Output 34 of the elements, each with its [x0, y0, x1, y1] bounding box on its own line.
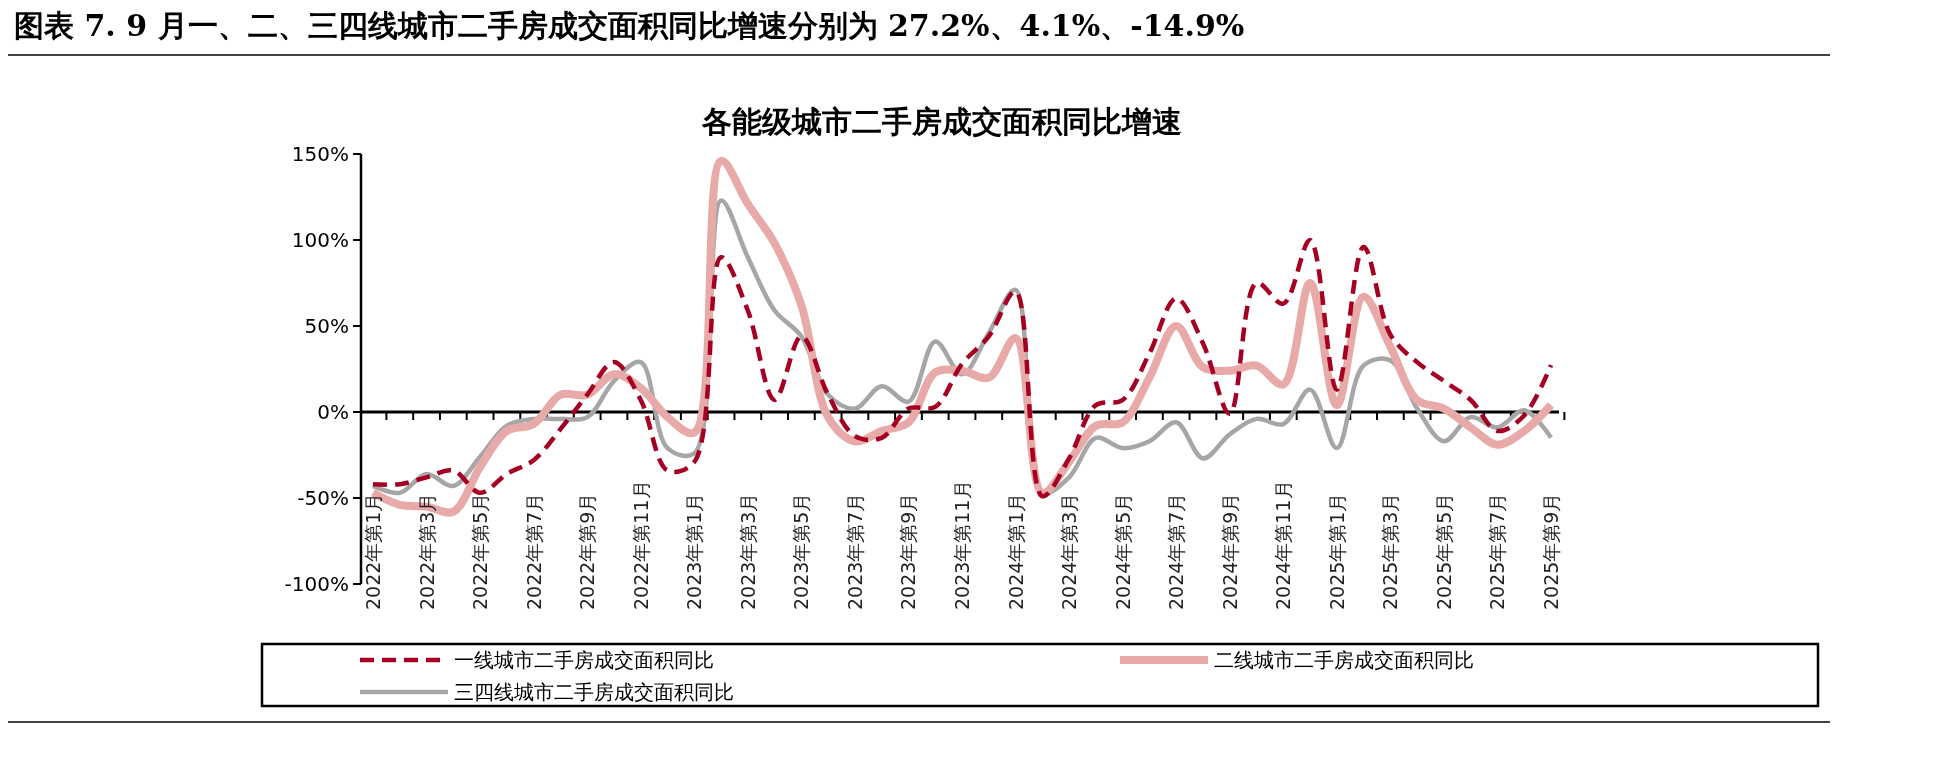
x-tick-label: 2022年第3月 [415, 492, 438, 610]
chart-title: 图表 7. 9 月一、二、三四线城市二手房成交面积同比增速分别为 27.2%、4.1%、-14.9% [14, 8, 1245, 43]
x-tick-label: 2023年第11月 [951, 480, 973, 610]
x-tick-label: 2024年第3月 [1058, 492, 1081, 610]
x-tick-label: 2025年第9月 [1540, 492, 1562, 610]
x-tick-label: 2025年第1月 [1325, 492, 1348, 610]
y-tick-label: -50% [297, 486, 349, 510]
legend-label: 二线城市二手房成交面积同比 [1214, 648, 1474, 672]
y-tick-label: 0% [317, 400, 349, 424]
chart-subtitle: 各能级城市二手房成交面积同比增速 [701, 104, 1182, 139]
x-tick-label: 2023年第3月 [736, 492, 759, 610]
x-tick-label: 2025年第7月 [1486, 492, 1509, 610]
y-tick-label: 50% [304, 314, 349, 338]
x-tick-label: 2023年第9月 [897, 492, 920, 610]
x-tick-label: 2022年第9月 [576, 492, 599, 610]
x-tick-label: 2024年第9月 [1218, 492, 1241, 610]
x-tick-label: 2022年第11月 [629, 480, 652, 610]
x-tick-label: 2022年第1月 [362, 492, 384, 610]
x-tick-label: 2025年第5月 [1432, 492, 1455, 610]
x-tick-label: 2024年第7月 [1165, 492, 1188, 610]
y-tick-label: 150% [291, 142, 349, 166]
x-tick-label: 2022年第5月 [469, 492, 492, 610]
legend-label: 三四线城市二手房成交面积同比 [454, 680, 734, 704]
x-tick-label: 2025年第3月 [1379, 492, 1402, 610]
x-tick-label: 2024年第11月 [1272, 480, 1295, 610]
x-tick-label: 2022年第7月 [522, 492, 545, 610]
x-tick-label: 2023年第7月 [843, 492, 866, 610]
x-tick-label: 2024年第1月 [1004, 492, 1027, 610]
legend-label: 一线城市二手房成交面积同比 [454, 648, 714, 672]
x-tick-label: 2023年第1月 [683, 492, 706, 610]
x-tick-label: 2023年第5月 [790, 492, 813, 610]
x-tick-label: 2024年第5月 [1111, 492, 1134, 610]
y-tick-label: 100% [291, 228, 349, 252]
y-tick-label: -100% [284, 572, 349, 596]
